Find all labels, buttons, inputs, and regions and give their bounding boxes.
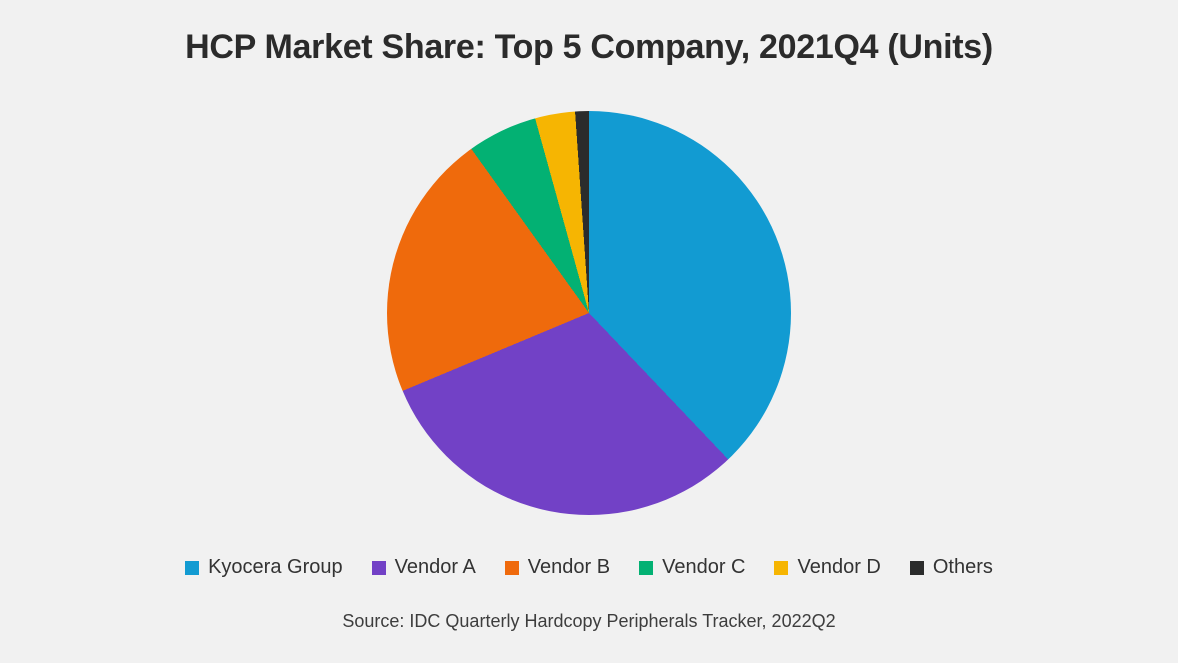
legend-item-kyocera-group: Kyocera Group xyxy=(185,556,343,579)
legend-label: Others xyxy=(932,556,993,578)
legend-swatch-vendor-c xyxy=(639,560,654,575)
legend-item-others: Others xyxy=(909,556,993,579)
legend-swatch-others xyxy=(909,560,924,575)
legend-item-vendor-a: Vendor A xyxy=(371,556,476,579)
legend: Kyocera Group Vendor A Vendor B Vendor C… xyxy=(0,556,1178,579)
legend-swatch-kyocera-group xyxy=(185,560,200,575)
legend-label: Vendor D xyxy=(797,556,881,578)
pie-chart xyxy=(387,111,791,515)
source-note: Source: IDC Quarterly Hardcopy Periphera… xyxy=(342,611,836,631)
legend-label: Vendor B xyxy=(527,556,611,578)
legend-swatch-vendor-a xyxy=(371,560,386,575)
legend-swatch-vendor-d xyxy=(774,560,789,575)
legend-item-vendor-b: Vendor B xyxy=(504,556,611,579)
legend-item-vendor-c: Vendor C xyxy=(639,556,745,579)
legend-label: Kyocera Group xyxy=(208,556,343,578)
legend-label: Vendor A xyxy=(394,556,476,578)
legend-swatch-vendor-b xyxy=(504,560,519,575)
legend-label: Vendor C xyxy=(662,556,746,578)
legend-item-vendor-d: Vendor D xyxy=(774,556,881,579)
chart-title: HCP Market Share: Top 5 Company, 2021Q4 … xyxy=(185,28,993,66)
